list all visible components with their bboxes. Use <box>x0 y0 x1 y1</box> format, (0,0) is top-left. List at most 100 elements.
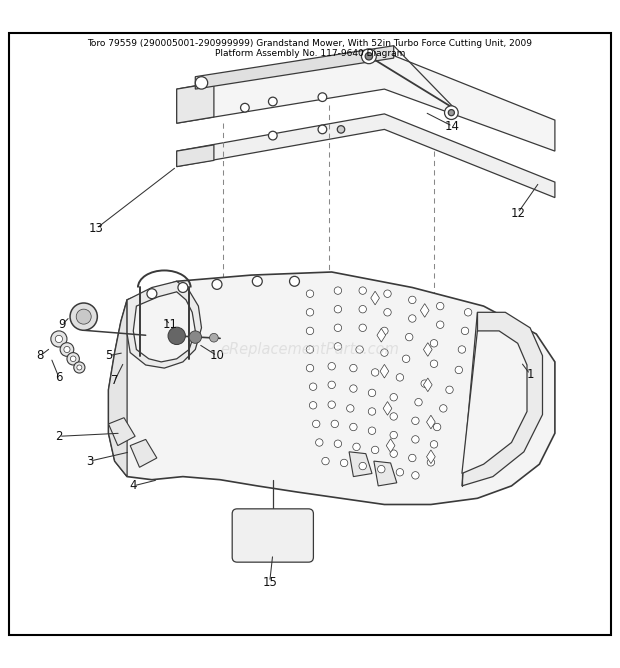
Circle shape <box>446 386 453 393</box>
Circle shape <box>390 450 397 458</box>
Circle shape <box>70 356 76 361</box>
Circle shape <box>353 443 360 450</box>
Circle shape <box>309 383 317 390</box>
Text: 15: 15 <box>262 576 277 589</box>
Circle shape <box>212 279 222 289</box>
Text: eReplacementParts.com: eReplacementParts.com <box>221 342 399 357</box>
Circle shape <box>306 364 314 372</box>
Circle shape <box>350 385 357 392</box>
Circle shape <box>147 289 157 299</box>
Circle shape <box>350 364 357 372</box>
Circle shape <box>381 349 388 356</box>
Polygon shape <box>177 114 555 198</box>
Circle shape <box>306 290 314 297</box>
Circle shape <box>384 290 391 297</box>
Circle shape <box>51 331 67 347</box>
Circle shape <box>210 333 218 342</box>
Circle shape <box>290 277 299 287</box>
Circle shape <box>412 436 419 443</box>
Circle shape <box>178 283 188 293</box>
Circle shape <box>350 424 357 431</box>
Polygon shape <box>108 272 555 504</box>
Polygon shape <box>386 439 395 452</box>
Circle shape <box>409 296 416 304</box>
Circle shape <box>464 309 472 316</box>
Circle shape <box>448 110 454 116</box>
Text: 9: 9 <box>58 318 66 331</box>
Circle shape <box>405 333 413 341</box>
Circle shape <box>368 407 376 415</box>
Polygon shape <box>177 145 214 166</box>
Circle shape <box>241 104 249 112</box>
Circle shape <box>430 441 438 448</box>
Circle shape <box>409 454 416 462</box>
Polygon shape <box>108 300 127 476</box>
Circle shape <box>384 309 391 316</box>
Circle shape <box>390 413 397 420</box>
Circle shape <box>74 362 85 373</box>
Circle shape <box>252 277 262 287</box>
Text: 10: 10 <box>210 349 224 362</box>
Polygon shape <box>427 450 435 464</box>
Circle shape <box>331 420 339 428</box>
Polygon shape <box>420 304 429 317</box>
Circle shape <box>445 106 458 120</box>
Circle shape <box>461 327 469 335</box>
Polygon shape <box>462 313 542 486</box>
Text: 6: 6 <box>55 371 63 384</box>
Polygon shape <box>349 452 372 476</box>
Text: Platform Assembly No. 117-9640 Diagram: Platform Assembly No. 117-9640 Diagram <box>215 49 405 58</box>
Polygon shape <box>377 329 386 342</box>
Circle shape <box>415 399 422 406</box>
Polygon shape <box>177 52 555 151</box>
Circle shape <box>396 468 404 476</box>
Circle shape <box>427 459 435 466</box>
Circle shape <box>337 126 345 133</box>
Circle shape <box>359 462 366 470</box>
Circle shape <box>361 49 376 63</box>
Circle shape <box>390 393 397 401</box>
Circle shape <box>60 343 74 356</box>
Circle shape <box>430 360 438 367</box>
Circle shape <box>409 315 416 322</box>
Text: 2: 2 <box>55 430 63 443</box>
Circle shape <box>368 389 376 397</box>
Circle shape <box>309 401 317 409</box>
Text: 11: 11 <box>163 318 178 331</box>
Circle shape <box>322 458 329 465</box>
Circle shape <box>378 466 385 473</box>
Circle shape <box>318 125 327 134</box>
Polygon shape <box>374 461 397 486</box>
Circle shape <box>356 346 363 353</box>
Circle shape <box>412 472 419 479</box>
Circle shape <box>390 432 397 439</box>
Circle shape <box>458 346 466 353</box>
Circle shape <box>421 380 428 387</box>
Circle shape <box>189 331 202 343</box>
Circle shape <box>268 97 277 106</box>
Circle shape <box>328 381 335 389</box>
Text: 14: 14 <box>445 120 460 133</box>
Circle shape <box>436 321 444 329</box>
Polygon shape <box>130 440 157 468</box>
Polygon shape <box>177 83 214 123</box>
Circle shape <box>381 327 388 335</box>
Circle shape <box>430 339 438 347</box>
Text: 12: 12 <box>510 206 525 220</box>
Circle shape <box>455 366 463 373</box>
Circle shape <box>77 365 82 370</box>
Circle shape <box>334 305 342 313</box>
Circle shape <box>268 131 277 140</box>
Circle shape <box>368 427 376 434</box>
Polygon shape <box>380 364 389 378</box>
Text: 4: 4 <box>130 480 137 492</box>
Circle shape <box>168 327 185 345</box>
Polygon shape <box>423 343 432 356</box>
Circle shape <box>195 77 208 89</box>
Circle shape <box>402 355 410 363</box>
Circle shape <box>334 287 342 295</box>
Circle shape <box>433 424 441 431</box>
Circle shape <box>412 417 419 425</box>
Polygon shape <box>127 281 202 368</box>
Polygon shape <box>462 331 527 474</box>
